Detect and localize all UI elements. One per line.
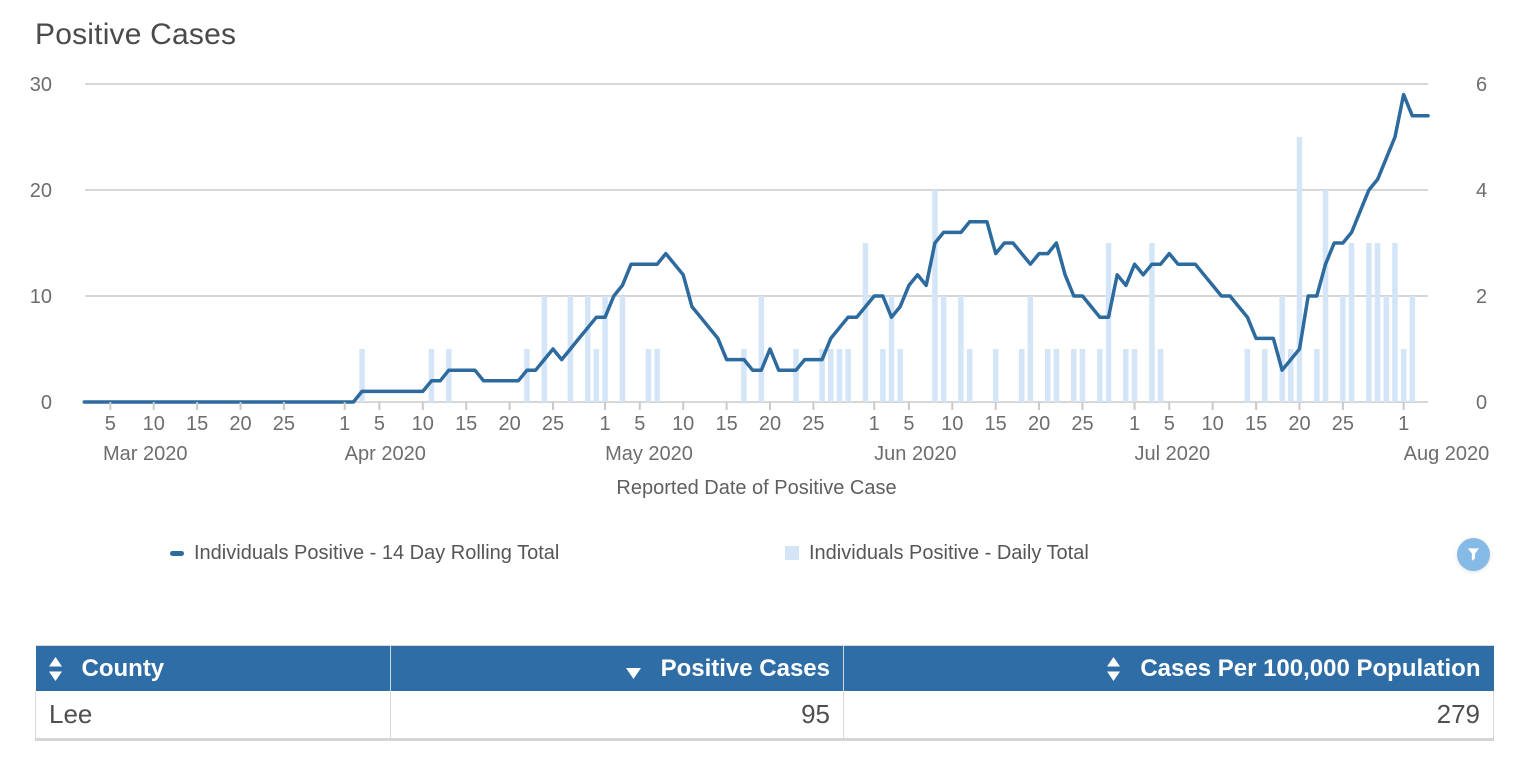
svg-text:1: 1 [339, 413, 350, 435]
gridlines [85, 83, 1428, 403]
column-header-cases-per-100k[interactable]: Cases Per 100,000 Population [843, 645, 1494, 691]
rolling-total-line [82, 92, 1430, 404]
svg-text:25: 25 [802, 413, 824, 435]
svg-text:Jun 2020: Jun 2020 [874, 443, 956, 465]
legend-label: Individuals Positive - 14 Day Rolling To… [194, 541, 560, 564]
sort-both-icon [48, 656, 62, 681]
svg-text:1: 1 [600, 413, 611, 435]
svg-text:10: 10 [412, 413, 434, 435]
page-title: Positive Cases [35, 18, 237, 51]
line-series-marker [170, 550, 184, 556]
svg-text:15: 15 [186, 413, 208, 435]
svg-text:6: 6 [1476, 74, 1487, 96]
table-header-row: County Positive Cases [35, 645, 1494, 691]
table-row[interactable]: Lee 95 279 [35, 691, 1494, 740]
positive-cases-cell: 95 [390, 691, 844, 740]
svg-text:15: 15 [455, 413, 477, 435]
svg-text:20: 20 [1028, 413, 1050, 435]
svg-text:10: 10 [941, 413, 963, 435]
svg-text:5: 5 [374, 413, 385, 435]
column-label: Positive Cases [660, 654, 830, 682]
svg-text:Jul 2020: Jul 2020 [1135, 443, 1211, 465]
svg-text:10: 10 [143, 413, 165, 435]
svg-text:20: 20 [759, 413, 781, 435]
daily-total-bars [359, 137, 1416, 402]
svg-text:1: 1 [869, 413, 880, 435]
svg-text:2: 2 [1476, 286, 1487, 308]
svg-text:15: 15 [1245, 413, 1267, 435]
svg-text:20: 20 [30, 180, 52, 202]
svg-text:5: 5 [634, 413, 645, 435]
svg-text:1: 1 [1129, 413, 1140, 435]
svg-text:20: 20 [1288, 413, 1310, 435]
svg-text:0: 0 [41, 392, 52, 414]
sort-both-icon [1107, 656, 1121, 681]
filter-button[interactable] [1457, 538, 1490, 571]
sort-desc-icon [625, 668, 641, 679]
svg-text:10: 10 [1202, 413, 1224, 435]
svg-text:25: 25 [1071, 413, 1093, 435]
svg-text:Apr 2020: Apr 2020 [345, 443, 426, 465]
svg-text:Mar 2020: Mar 2020 [103, 443, 188, 465]
cases-per-100k-cell: 279 [843, 691, 1494, 740]
funnel-icon [1467, 548, 1480, 561]
legend-label: Individuals Positive - Daily Total [809, 541, 1089, 564]
svg-text:0: 0 [1476, 392, 1487, 414]
svg-text:5: 5 [903, 413, 914, 435]
column-label: Cases Per 100,000 Population [1140, 654, 1481, 682]
county-cell: Lee [35, 691, 391, 740]
svg-text:25: 25 [542, 413, 564, 435]
svg-text:10: 10 [30, 286, 52, 308]
svg-text:25: 25 [1332, 413, 1354, 435]
svg-text:5: 5 [1164, 413, 1175, 435]
legend-item-daily-total[interactable]: Individuals Positive - Daily Total [785, 541, 1089, 565]
svg-text:30: 30 [30, 74, 52, 96]
column-header-positive-cases[interactable]: Positive Cases [390, 645, 844, 691]
svg-text:15: 15 [985, 413, 1007, 435]
svg-text:10: 10 [672, 413, 694, 435]
svg-text:5: 5 [105, 413, 116, 435]
x-axis-title: Reported Date of Positive Case [616, 477, 896, 499]
svg-text:25: 25 [273, 413, 295, 435]
svg-text:May 2020: May 2020 [605, 443, 693, 465]
column-header-county[interactable]: County [35, 645, 391, 691]
column-label: County [81, 654, 165, 682]
svg-text:Aug 2020: Aug 2020 [1404, 443, 1490, 465]
legend-item-rolling-total[interactable]: Individuals Positive - 14 Day Rolling To… [170, 541, 559, 565]
svg-text:4: 4 [1476, 180, 1487, 202]
svg-text:1: 1 [1398, 413, 1409, 435]
svg-text:20: 20 [498, 413, 520, 435]
svg-text:15: 15 [715, 413, 737, 435]
svg-text:20: 20 [229, 413, 251, 435]
county-cases-table: County Positive Cases [35, 645, 1494, 741]
bar-series-marker [785, 546, 799, 560]
